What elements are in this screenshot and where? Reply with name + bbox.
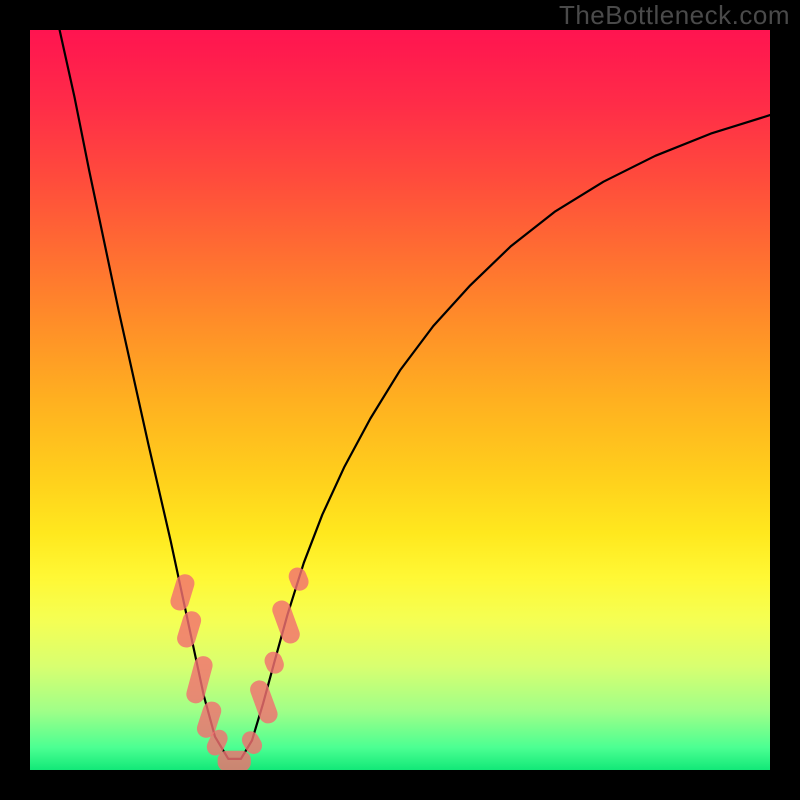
chart-background xyxy=(30,30,770,770)
watermark-text: TheBottleneck.com xyxy=(559,0,790,31)
data-marker xyxy=(218,751,251,770)
chart-svg xyxy=(30,30,770,770)
bottleneck-curve-chart xyxy=(30,30,770,770)
chart-canvas: TheBottleneck.com xyxy=(0,0,800,800)
